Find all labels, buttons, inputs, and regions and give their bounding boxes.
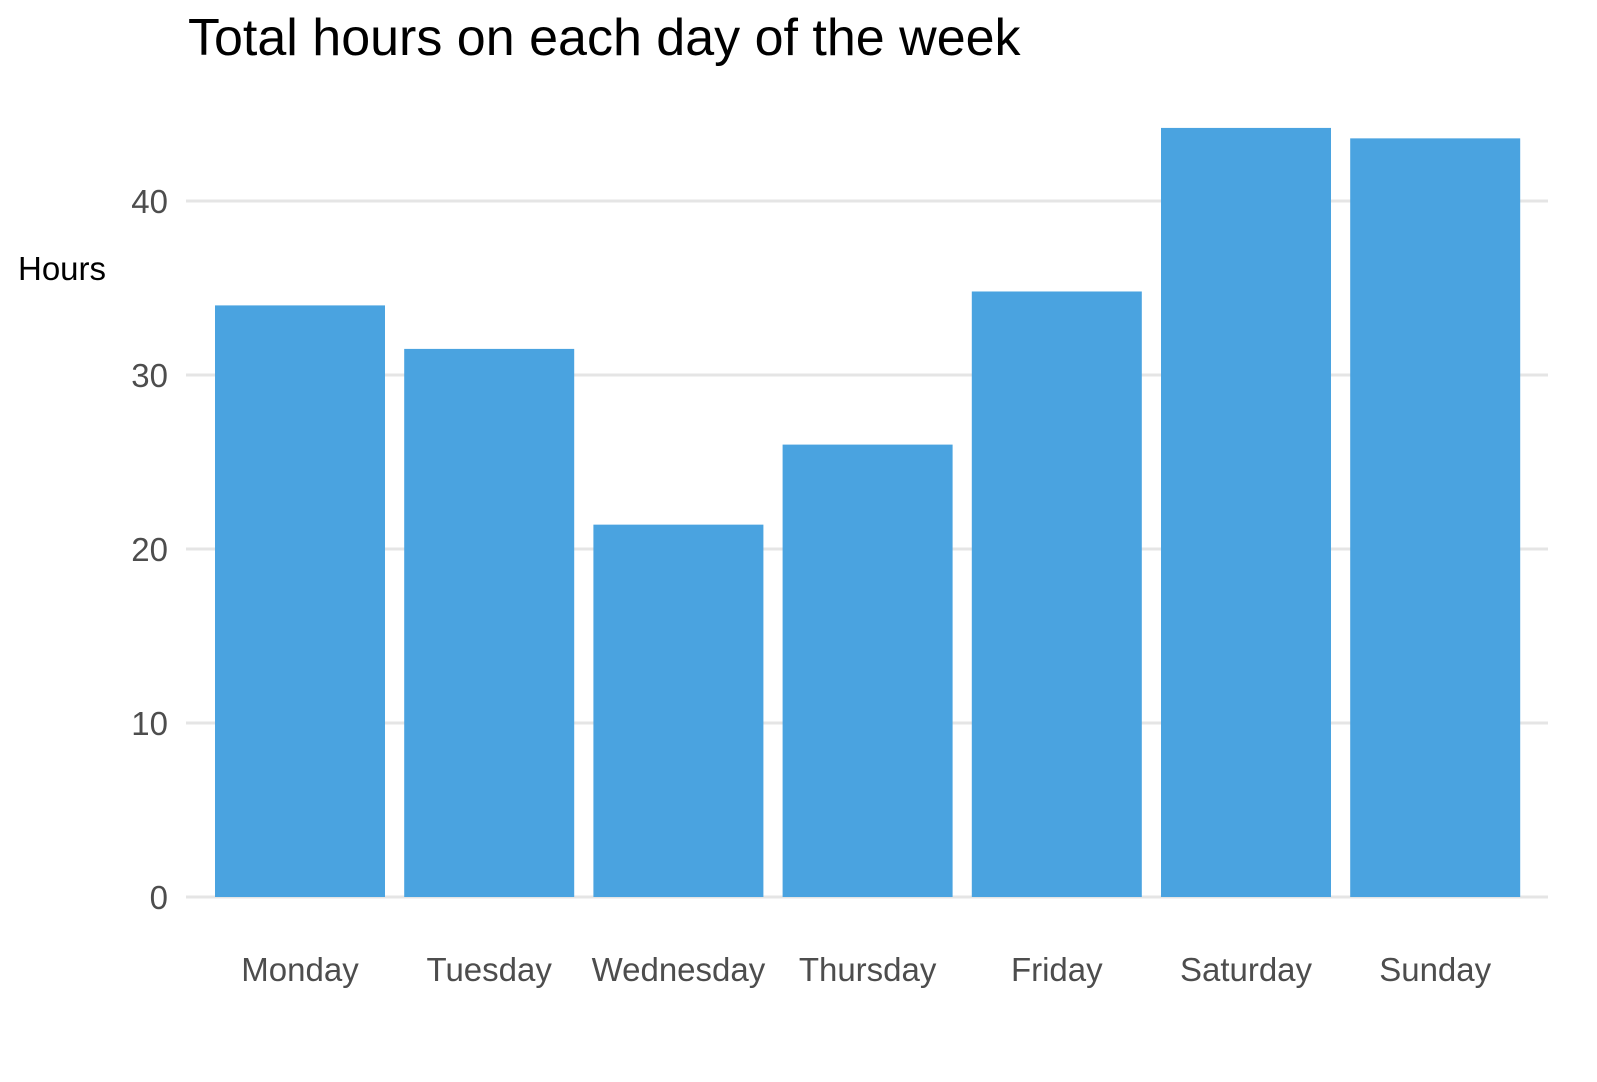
x-tick-label-thursday: Thursday	[799, 951, 937, 988]
x-tick-label-monday: Monday	[241, 951, 359, 988]
x-tick-label-friday: Friday	[1011, 951, 1103, 988]
y-tick-label: 30	[131, 357, 168, 394]
x-tick-label-tuesday: Tuesday	[427, 951, 553, 988]
bar-friday	[971, 291, 1142, 898]
bar-monday	[215, 305, 385, 897]
bars	[215, 127, 1521, 898]
y-tick-label: 0	[150, 879, 168, 916]
chart-title: Total hours on each day of the week	[188, 9, 1021, 67]
bar-saturday	[1161, 127, 1331, 898]
y-axis-label: Hours	[18, 250, 107, 287]
y-tick-label: 40	[131, 183, 168, 220]
bar-thursday	[782, 444, 953, 897]
x-tick-label-wednesday: Wednesday	[592, 951, 766, 988]
bar-sunday	[1350, 138, 1521, 898]
x-tick-label-saturday: Saturday	[1180, 951, 1313, 988]
y-tick-label: 20	[131, 531, 168, 568]
y-tick-labels: 0 10 20 30 40	[131, 183, 168, 916]
bar-tuesday	[404, 348, 575, 897]
y-tick-label: 10	[131, 705, 168, 742]
x-tick-labels: Monday Tuesday Wednesday Thursday Friday Satu…	[241, 951, 1491, 988]
x-tick-label-sunday: Sunday	[1379, 951, 1491, 988]
bar-wednesday	[593, 524, 764, 897]
